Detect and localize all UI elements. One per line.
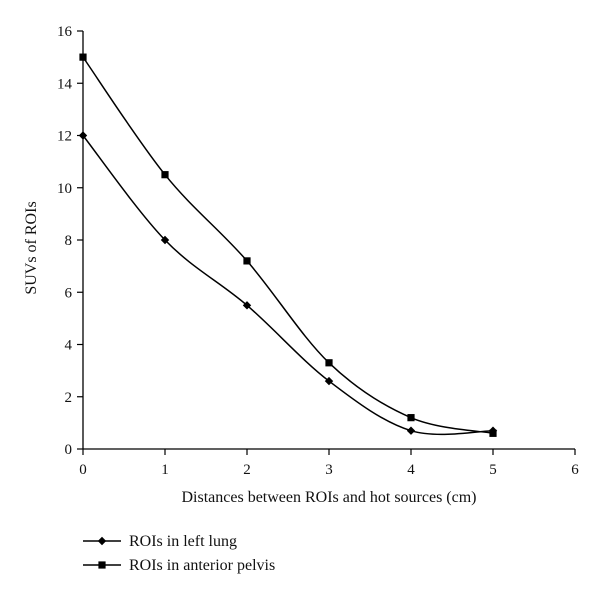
series-left-lung	[78, 131, 498, 436]
x-axis-title: Distances between ROIs and hot sources (…	[181, 489, 476, 506]
data-point-anterior-pelvis	[325, 359, 333, 367]
y-tick-label: 12	[57, 129, 72, 145]
series-layer	[78, 53, 498, 437]
x-tick-label: 5	[489, 462, 497, 478]
data-point-anterior-pelvis	[489, 429, 497, 437]
x-tick-label: 2	[243, 462, 251, 478]
legend-item-left-lung: ROIs in left lung	[83, 533, 237, 550]
y-tick-label: 4	[65, 338, 73, 354]
x-tick-label: 1	[161, 462, 169, 478]
x-axis-ticks: 0 1 2 3 4 5 6	[79, 449, 579, 478]
y-tick-label: 8	[65, 233, 73, 249]
data-point-left-lung	[242, 301, 252, 310]
x-tick-label: 3	[325, 462, 333, 478]
y-tick-label: 14	[57, 76, 73, 92]
x-tick-label: 6	[571, 462, 579, 478]
data-point-anterior-pelvis	[243, 257, 251, 265]
legend-marker-left-lung	[97, 536, 107, 546]
legend: ROIs in left lung ROIs in anterior pelvis	[83, 533, 275, 574]
x-tick-label: 4	[407, 462, 415, 478]
y-tick-label: 16	[57, 24, 73, 40]
legend-label-left-lung: ROIs in left lung	[129, 533, 237, 550]
y-tick-label: 10	[57, 181, 72, 197]
data-point-left-lung	[406, 426, 416, 435]
series-anterior-pelvis	[79, 53, 497, 437]
legend-item-anterior-pelvis: ROIs in anterior pelvis	[83, 557, 275, 574]
y-tick-label: 2	[65, 390, 73, 406]
y-tick-label: 6	[65, 285, 73, 301]
legend-marker-anterior-pelvis	[98, 561, 106, 569]
data-point-anterior-pelvis	[407, 414, 415, 422]
data-point-anterior-pelvis	[79, 53, 87, 61]
y-axis-title: SUVs of ROIs	[23, 201, 40, 294]
data-point-left-lung	[78, 131, 88, 140]
x-tick-label: 0	[79, 462, 87, 478]
data-point-left-lung	[324, 376, 334, 386]
legend-label-anterior-pelvis: ROIs in anterior pelvis	[129, 557, 275, 574]
data-point-left-lung	[160, 235, 170, 245]
data-point-anterior-pelvis	[161, 171, 169, 179]
y-tick-label: 0	[65, 442, 73, 458]
y-axis-ticks: 0 2 4 6 8 10 12 14 16	[57, 24, 83, 458]
